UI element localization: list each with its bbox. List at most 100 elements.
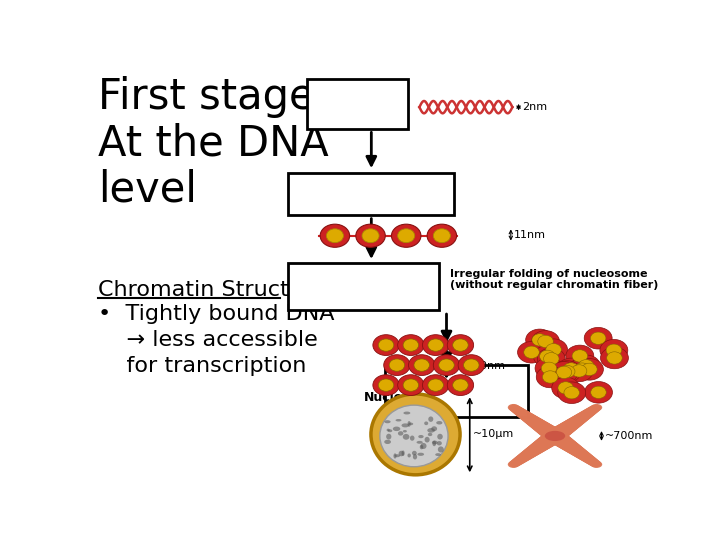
Ellipse shape xyxy=(586,407,598,414)
Text: Nucleus: Nucleus xyxy=(364,390,419,403)
Ellipse shape xyxy=(577,411,592,420)
Ellipse shape xyxy=(588,406,600,413)
Ellipse shape xyxy=(572,355,600,376)
Ellipse shape xyxy=(534,422,554,434)
Ellipse shape xyxy=(578,453,593,461)
Ellipse shape xyxy=(580,410,594,418)
Ellipse shape xyxy=(403,379,418,392)
Ellipse shape xyxy=(526,329,554,350)
Ellipse shape xyxy=(520,450,535,460)
Ellipse shape xyxy=(395,454,400,457)
Ellipse shape xyxy=(431,426,437,431)
Ellipse shape xyxy=(580,454,594,462)
Ellipse shape xyxy=(561,420,580,431)
Ellipse shape xyxy=(432,441,438,444)
Ellipse shape xyxy=(408,421,410,427)
Ellipse shape xyxy=(528,418,545,428)
Ellipse shape xyxy=(566,444,583,455)
Ellipse shape xyxy=(555,437,575,449)
Ellipse shape xyxy=(531,420,549,431)
Ellipse shape xyxy=(534,437,554,449)
Text: ~700nm: ~700nm xyxy=(605,431,653,441)
Ellipse shape xyxy=(560,440,578,451)
Ellipse shape xyxy=(356,224,385,247)
Ellipse shape xyxy=(433,355,459,375)
Ellipse shape xyxy=(517,453,531,461)
Ellipse shape xyxy=(557,358,585,380)
Ellipse shape xyxy=(402,450,405,456)
Ellipse shape xyxy=(548,431,569,445)
Ellipse shape xyxy=(541,362,557,374)
Ellipse shape xyxy=(550,433,571,446)
Ellipse shape xyxy=(513,457,526,464)
Text: ~10μm: ~10μm xyxy=(473,429,514,440)
Text: 30nm: 30nm xyxy=(473,361,505,371)
Ellipse shape xyxy=(590,386,606,399)
Ellipse shape xyxy=(554,436,574,448)
Ellipse shape xyxy=(575,359,603,380)
Ellipse shape xyxy=(534,438,552,450)
Ellipse shape xyxy=(553,361,581,382)
Ellipse shape xyxy=(564,418,581,429)
Ellipse shape xyxy=(539,434,559,447)
Ellipse shape xyxy=(410,436,415,441)
Ellipse shape xyxy=(569,446,585,456)
Ellipse shape xyxy=(516,410,530,418)
Ellipse shape xyxy=(403,411,410,415)
Ellipse shape xyxy=(578,410,593,419)
Ellipse shape xyxy=(544,353,559,365)
Ellipse shape xyxy=(418,435,423,438)
Ellipse shape xyxy=(582,455,595,463)
Ellipse shape xyxy=(544,429,566,443)
Ellipse shape xyxy=(543,430,565,443)
Ellipse shape xyxy=(510,406,521,413)
Ellipse shape xyxy=(423,375,449,395)
Ellipse shape xyxy=(555,423,575,435)
Ellipse shape xyxy=(587,458,599,466)
Ellipse shape xyxy=(420,445,423,449)
Ellipse shape xyxy=(590,460,601,467)
Ellipse shape xyxy=(562,442,580,453)
Ellipse shape xyxy=(527,444,544,455)
Ellipse shape xyxy=(510,406,523,414)
Ellipse shape xyxy=(526,445,543,455)
Ellipse shape xyxy=(545,429,567,442)
Ellipse shape xyxy=(535,357,563,379)
Ellipse shape xyxy=(402,434,410,440)
Ellipse shape xyxy=(543,429,565,442)
Ellipse shape xyxy=(384,355,410,375)
Ellipse shape xyxy=(526,416,543,427)
Ellipse shape xyxy=(528,418,546,429)
Ellipse shape xyxy=(516,409,529,417)
Ellipse shape xyxy=(418,453,424,456)
Ellipse shape xyxy=(513,456,526,464)
Ellipse shape xyxy=(606,344,621,356)
Ellipse shape xyxy=(397,335,424,355)
Ellipse shape xyxy=(571,415,587,424)
Ellipse shape xyxy=(575,450,590,460)
Ellipse shape xyxy=(536,436,557,448)
Ellipse shape xyxy=(531,421,550,432)
Ellipse shape xyxy=(570,415,586,425)
Ellipse shape xyxy=(397,375,424,395)
Ellipse shape xyxy=(436,421,443,424)
Ellipse shape xyxy=(438,359,454,372)
Ellipse shape xyxy=(428,433,432,436)
Ellipse shape xyxy=(578,360,594,372)
Ellipse shape xyxy=(536,437,555,449)
Ellipse shape xyxy=(572,364,587,377)
Ellipse shape xyxy=(362,229,379,242)
Ellipse shape xyxy=(541,427,562,440)
Ellipse shape xyxy=(539,350,555,362)
Ellipse shape xyxy=(528,443,546,454)
Ellipse shape xyxy=(438,447,444,453)
Ellipse shape xyxy=(515,409,528,417)
Ellipse shape xyxy=(541,431,562,445)
Bar xyxy=(287,264,438,309)
Text: •  Tightly bound DNA: • Tightly bound DNA xyxy=(98,303,334,323)
Ellipse shape xyxy=(519,412,534,421)
Ellipse shape xyxy=(424,421,428,425)
Ellipse shape xyxy=(387,429,390,431)
Ellipse shape xyxy=(568,359,596,380)
Ellipse shape xyxy=(559,439,577,451)
